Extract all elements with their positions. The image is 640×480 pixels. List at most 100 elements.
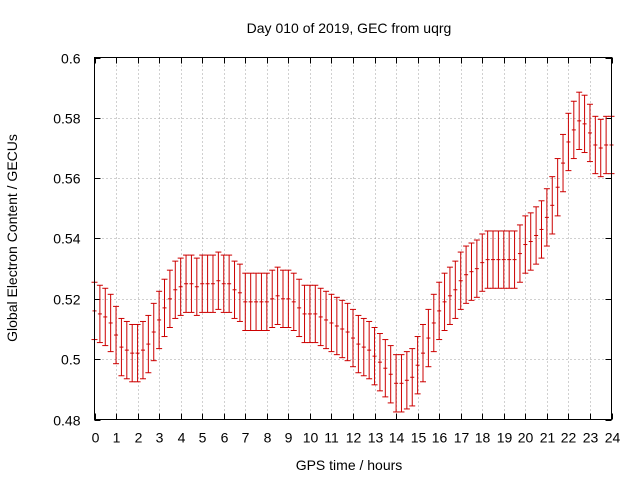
error-bar [414, 336, 421, 395]
error-bar [220, 254, 227, 313]
error-bar [527, 212, 534, 271]
error-bar [274, 266, 281, 325]
x-tick-label: 18 [475, 430, 491, 446]
error-bar [312, 284, 319, 344]
x-tick-label: 9 [285, 430, 293, 446]
error-bar [193, 257, 200, 316]
error-bar [183, 254, 190, 313]
x-tick-label: 23 [583, 430, 599, 446]
x-tick-label: 21 [540, 430, 556, 446]
error-bar [350, 308, 356, 368]
y-tick-label: 0.52 [53, 292, 80, 308]
error-bar [516, 224, 523, 283]
error-bar [468, 242, 475, 301]
error-bar [226, 254, 233, 313]
error-bar [253, 272, 260, 332]
error-bar [549, 176, 556, 235]
x-axis-label: GPS time / hours [296, 457, 403, 473]
y-tick-labels: 0.48 0.5 0.52 0.54 0.56 0.58 0.6 [53, 51, 80, 429]
x-tick-label: 13 [368, 430, 384, 446]
x-tick-label: 15 [411, 430, 427, 446]
error-bar [576, 91, 583, 151]
error-bar [306, 284, 313, 344]
error-bar [495, 230, 502, 289]
error-bar [139, 320, 146, 380]
error-bar [134, 323, 141, 383]
error-bar [355, 314, 362, 374]
error-bar [603, 115, 610, 175]
x-tick-label: 6 [221, 430, 229, 446]
error-bar [301, 284, 308, 344]
x-tick-label: 5 [199, 430, 207, 446]
error-bar [145, 314, 152, 374]
error-bar [376, 333, 383, 392]
error-bar [107, 293, 114, 353]
error-bar [452, 260, 459, 319]
error-bar [123, 320, 130, 380]
error-bar [209, 254, 216, 313]
error-bar [150, 302, 157, 362]
y-axis-label: Global Electron Content / GECUs [4, 134, 20, 342]
x-tick-label: 2 [135, 430, 143, 446]
error-bar [473, 239, 480, 298]
error-bar [161, 278, 168, 338]
x-tick-label: 12 [346, 430, 362, 446]
error-bar [236, 263, 243, 322]
error-bar [118, 317, 125, 377]
error-bar [490, 230, 497, 289]
error-bar [360, 317, 367, 377]
error-bar [586, 103, 593, 163]
y-tick-label: 0.54 [53, 231, 80, 247]
error-bar [323, 290, 330, 350]
y-tick-label: 0.48 [53, 413, 80, 429]
error-bar [554, 158, 561, 217]
x-tick-label: 19 [497, 430, 513, 446]
error-bar [258, 272, 265, 332]
x-tick-label: 16 [432, 430, 448, 446]
error-bar [441, 272, 448, 332]
error-bar [113, 305, 120, 365]
error-bar [296, 278, 303, 338]
error-bar [177, 257, 184, 316]
error-bar [102, 287, 109, 347]
error-bar [317, 287, 324, 347]
error-bar [339, 299, 346, 359]
error-bar [204, 254, 211, 313]
error-bar [581, 94, 588, 154]
error-bar [430, 293, 437, 353]
error-bar [543, 188, 550, 247]
error-bar [269, 269, 276, 328]
error-bar [129, 323, 136, 383]
error-bar [328, 293, 335, 353]
error-bar [533, 206, 540, 265]
error-bar [560, 133, 567, 193]
x-tick-label: 24 [605, 430, 621, 446]
x-tick-label: 7 [242, 430, 250, 446]
error-bar [215, 251, 222, 310]
x-tick-labels: 0 1 2 3 4 5 6 7 8 9 10 11 12 13 14 15 16 17 18 19 20 21 22 23 24 [92, 430, 621, 446]
error-bar [425, 308, 432, 368]
error-bar [96, 284, 103, 344]
error-bar [446, 266, 453, 325]
x-tick-label: 3 [156, 430, 164, 446]
x-tick-label: 10 [303, 430, 319, 446]
error-bar [387, 345, 394, 404]
error-bar [409, 348, 416, 407]
error-bar [511, 230, 518, 289]
x-tick-label: 17 [454, 430, 470, 446]
error-bar [344, 302, 351, 362]
y-tick-label: 0.6 [61, 51, 81, 67]
error-bars [91, 91, 615, 413]
y-tick-label: 0.56 [53, 171, 80, 187]
grid-lines [94, 57, 612, 420]
error-bar [231, 260, 238, 319]
error-bar [247, 272, 254, 332]
error-bar [279, 269, 286, 328]
error-bar [263, 272, 270, 332]
error-bar [597, 118, 604, 178]
x-tick-label: 20 [518, 430, 534, 446]
error-bar [420, 323, 427, 383]
error-bar [570, 100, 577, 160]
error-bar [382, 339, 389, 398]
error-bar [457, 251, 464, 310]
